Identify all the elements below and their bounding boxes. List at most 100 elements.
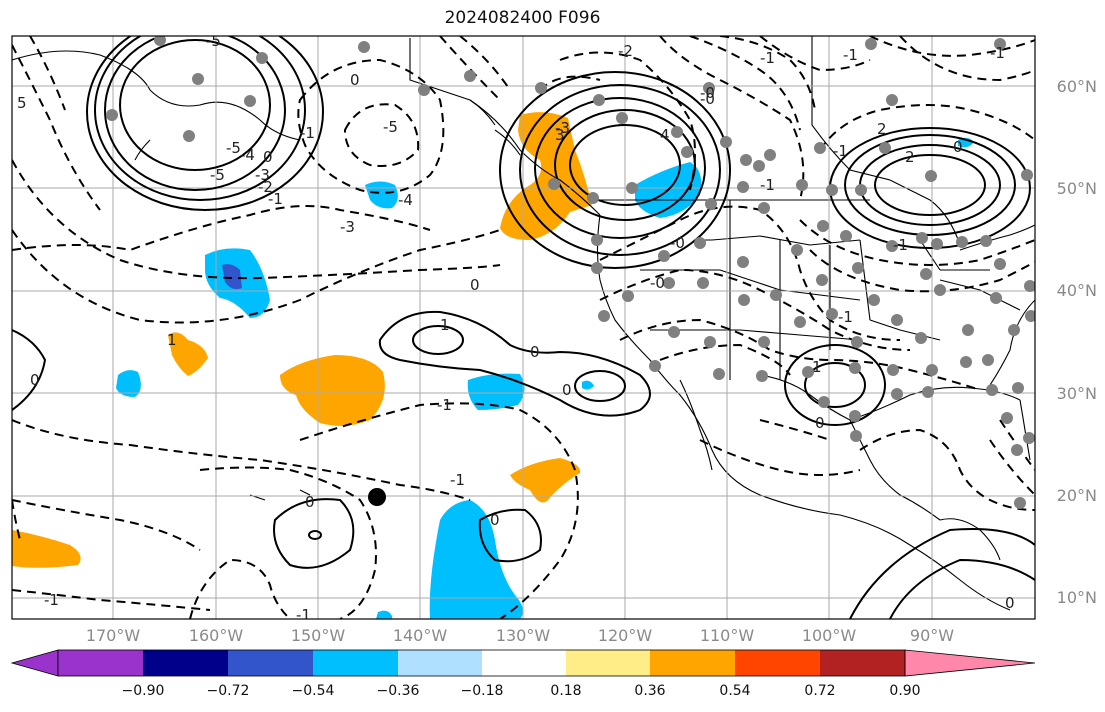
positive-anomaly-region xyxy=(168,332,208,376)
contour-label: -1 xyxy=(450,471,465,489)
contour-label: 0 xyxy=(30,371,40,389)
lat-label-50n: 50°N xyxy=(1056,179,1097,198)
contour-label: -0 xyxy=(670,234,685,252)
contour-label: -3 xyxy=(555,119,570,137)
colorbar-swatch xyxy=(566,650,650,676)
colorbar-swatch xyxy=(398,650,482,676)
contour-label: -5 xyxy=(210,166,225,184)
contour-label: 2 xyxy=(877,120,887,138)
contour-label: -1 xyxy=(300,124,315,142)
contour-label: -1 xyxy=(296,606,311,624)
contour-label: 0 xyxy=(953,138,963,156)
contour-label: -3 xyxy=(340,218,355,236)
contour-label: 0 xyxy=(530,343,540,361)
colorbar-swatch xyxy=(650,650,735,676)
contour-label: -1 xyxy=(833,142,848,160)
graticule xyxy=(12,36,1035,619)
colorbar-swatch xyxy=(313,650,398,676)
contour-label: 3 xyxy=(555,126,565,144)
colorbar-extend-low xyxy=(10,649,59,677)
contour-label: 0 xyxy=(350,71,360,89)
negative-anomaly-region xyxy=(467,373,525,410)
lon-label-120w: 120°W xyxy=(597,626,653,645)
storm-center-marker xyxy=(368,488,386,506)
contour-label-layer: -5 -5 -5 -4 -3 -2 -1 0 0 -1 5 -5 -3 -4 -… xyxy=(17,32,1015,624)
contour-label: -5 xyxy=(206,32,221,50)
contour-label: 0 xyxy=(470,276,480,294)
negative-anomaly-region xyxy=(582,380,594,390)
contour-label: 0 xyxy=(815,414,825,432)
contour-label: -1 xyxy=(843,46,858,64)
station-markers xyxy=(106,36,1035,509)
colorbar-tick-label: −0.72 xyxy=(206,683,250,699)
colorbar-tick-label: −0.18 xyxy=(460,683,504,699)
contour-label: -1 xyxy=(268,190,283,208)
positive-anomaly-region xyxy=(500,112,592,240)
positive-anomaly-region xyxy=(12,530,81,568)
solid-contour-layer xyxy=(12,36,1035,619)
lon-label-170w: 170°W xyxy=(85,626,141,645)
colorbar-tick-label: 0.72 xyxy=(804,683,836,699)
lat-label-40n: 40°N xyxy=(1056,281,1097,300)
colorbar-swatch xyxy=(58,650,143,676)
negative-anomaly-region xyxy=(376,610,392,619)
map-frame xyxy=(11,35,1036,620)
contour-label: 0 xyxy=(1005,594,1015,612)
contour-label: -1 xyxy=(760,49,775,67)
contour-label: -2 xyxy=(618,42,633,60)
positive-anomaly-region xyxy=(510,458,581,503)
contour-label: -4 xyxy=(398,191,413,209)
lon-label-160w: 160°W xyxy=(188,626,244,645)
colorbar-tick-label: −0.36 xyxy=(376,683,420,699)
contour-label: -3 xyxy=(255,166,270,184)
colorbar-swatch xyxy=(482,650,566,676)
lon-label-90w: 90°W xyxy=(909,626,955,645)
negative-anomaly-region xyxy=(222,264,242,290)
colorbar-swatch xyxy=(735,650,820,676)
lon-label-100w: 100°W xyxy=(801,626,857,645)
colorbar-swatch xyxy=(228,650,313,676)
contour-label: 1 xyxy=(167,331,177,349)
contour-label: -0 xyxy=(700,90,715,108)
contour-label: -5 xyxy=(226,139,241,157)
lon-label-140w: 140°W xyxy=(392,626,448,645)
map-title: 2024082400 F096 xyxy=(444,8,601,28)
lat-label-20n: 20°N xyxy=(1056,486,1097,505)
contour-label: 5 xyxy=(17,94,27,112)
contour-label: -4 xyxy=(240,146,255,164)
contour-label: -0 xyxy=(650,274,665,292)
colorbar-tick-label: −0.90 xyxy=(121,683,165,699)
colorbar-tick-label: −0.54 xyxy=(291,683,335,699)
contour-label: -5 xyxy=(383,118,398,136)
contour-label: -1 xyxy=(838,308,853,326)
contour-label: -0 xyxy=(700,84,715,102)
colorbar xyxy=(10,649,1036,677)
contour-label: 0 xyxy=(305,493,315,511)
colorbar-tick-label: 0.36 xyxy=(634,683,666,699)
contour-label: -1 xyxy=(437,396,452,414)
lat-label-10n: 10°N xyxy=(1056,588,1097,607)
negative-anomaly-region xyxy=(116,370,141,397)
contour-label: -1 xyxy=(990,44,1005,62)
colorbar-extend-high xyxy=(904,649,1036,677)
lat-label-30n: 30°N xyxy=(1056,384,1097,403)
contour-label: 0 xyxy=(263,148,273,166)
lon-label-130w: 130°W xyxy=(495,626,551,645)
lon-label-150w: 150°W xyxy=(290,626,346,645)
colorbar-tick-label: 0.90 xyxy=(889,683,921,699)
positive-anomaly-region xyxy=(280,355,385,426)
negative-anomaly-region xyxy=(429,500,524,619)
contour-label: -2 xyxy=(258,178,273,196)
colorbar-tick-label: 0.18 xyxy=(550,683,582,699)
contour-label: -1 xyxy=(760,176,775,194)
contour-label: 1 xyxy=(440,316,450,334)
contour-label: -1 xyxy=(893,236,908,254)
contour-label: -1 xyxy=(44,591,59,609)
lon-label-110w: 110°W xyxy=(699,626,755,645)
contour-label: 0 xyxy=(562,381,572,399)
contour-label: 1 xyxy=(812,358,822,376)
colorbar-swatch xyxy=(820,650,905,676)
contour-label: 2 xyxy=(905,148,915,166)
contour-label: 4 xyxy=(660,126,670,144)
